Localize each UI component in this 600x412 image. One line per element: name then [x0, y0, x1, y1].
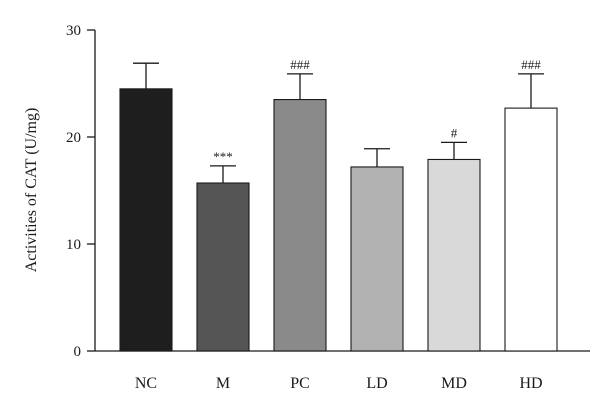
y-tick-label: 30 [66, 23, 81, 39]
bars [119, 88, 558, 352]
y-tick-label: 10 [66, 237, 81, 253]
bar-pc [273, 99, 327, 352]
bar-hd [504, 107, 558, 352]
category-labels: NC M PC LD MD HD [135, 375, 543, 392]
y-axis: 0 10 20 30 [66, 23, 96, 360]
x-tick-label: MD [441, 375, 467, 392]
bar-nc [119, 88, 173, 352]
significance-labels: ***####### [213, 57, 541, 164]
significance-label: ### [290, 57, 310, 72]
x-tick-label: LD [366, 375, 387, 392]
y-axis-title: Activities of CAT (U/mg) [23, 108, 40, 273]
bar-md [427, 158, 481, 352]
significance-label: *** [213, 149, 233, 164]
error-bars [133, 62, 544, 184]
y-tick-label: 20 [66, 130, 81, 146]
significance-label: ### [521, 57, 541, 72]
bar-ld [350, 166, 404, 352]
x-tick-label: HD [519, 375, 542, 392]
y-tick-label: 0 [74, 344, 82, 360]
x-tick-label: NC [135, 375, 157, 392]
bar-m [196, 182, 250, 352]
significance-label: # [451, 125, 458, 140]
x-tick-label: M [216, 375, 230, 392]
x-tick-label: PC [290, 375, 310, 392]
